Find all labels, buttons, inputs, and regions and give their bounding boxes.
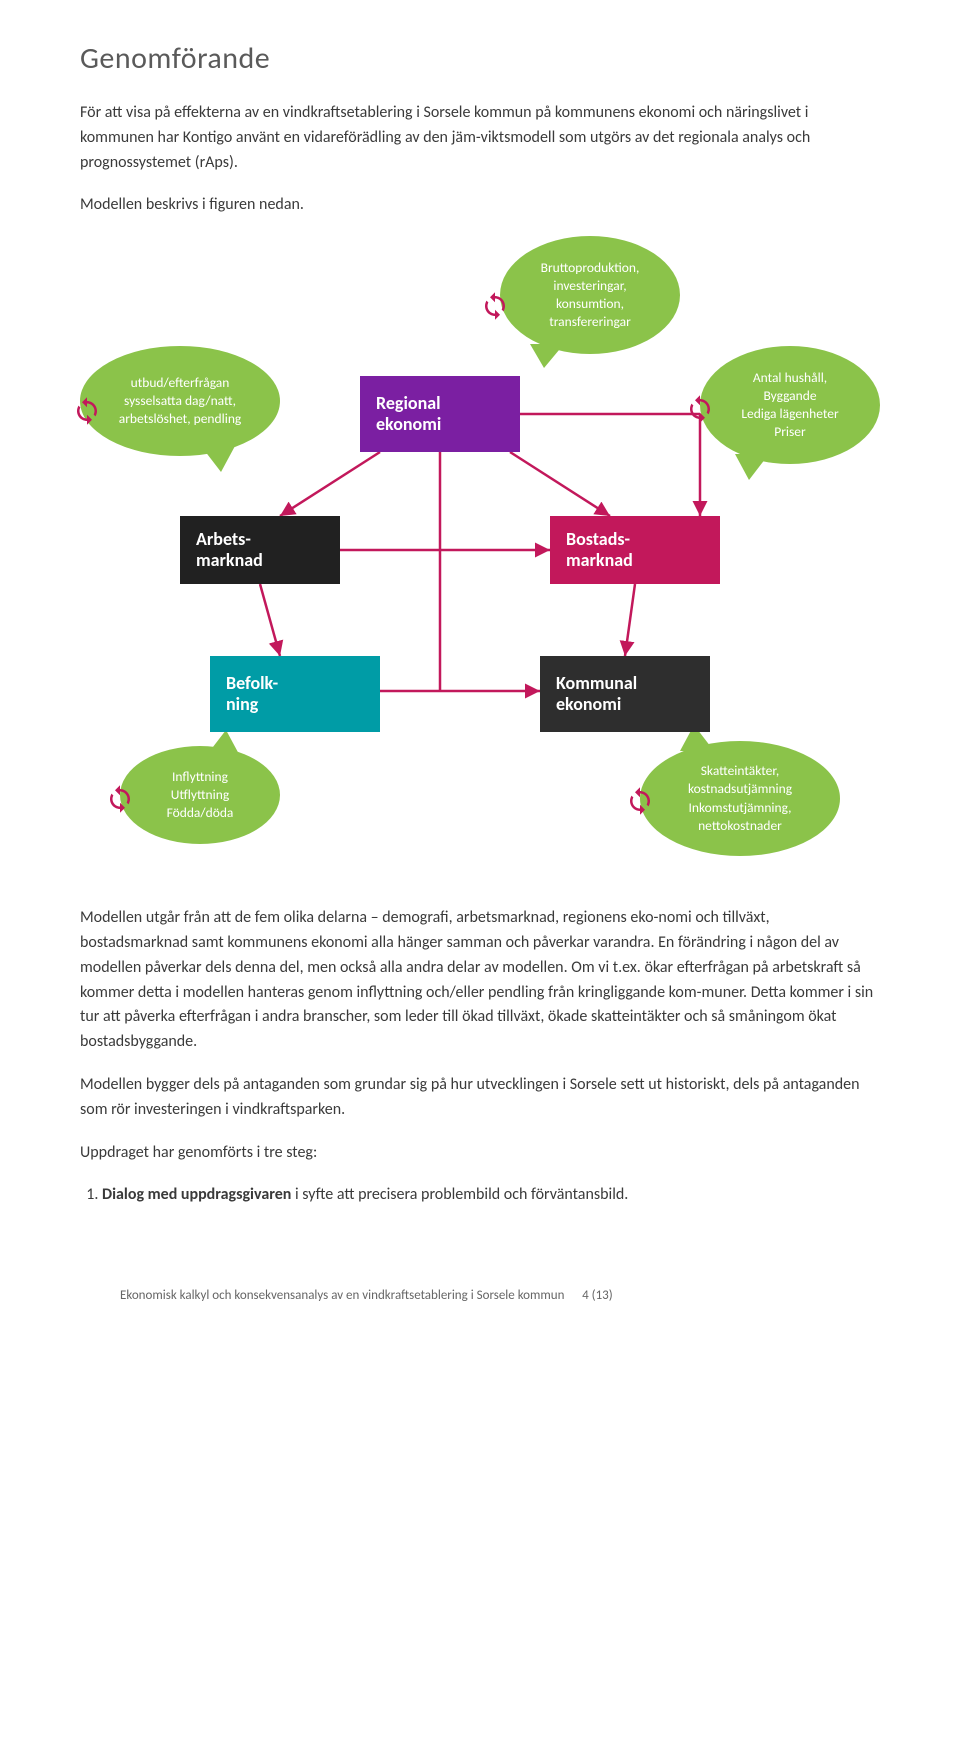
bubble-text: utbud/efterfrågan sysselsatta dag/natt, … <box>119 374 242 429</box>
cycle-icon <box>105 784 135 814</box>
bubble-text: Bruttoproduktion, investeringar, konsumt… <box>541 259 640 332</box>
box-kommunal-ekonomi: Kommunal ekonomi <box>540 656 710 732</box>
box-label: Regional ekonomi <box>376 393 441 436</box>
footer-text: Ekonomisk kalkyl och konsekvensanalys av… <box>120 1288 564 1303</box>
footer-page-number: 4 (13) <box>582 1288 613 1303</box>
page-footer: Ekonomisk kalkyl och konsekvensanalys av… <box>80 1288 880 1303</box>
model-diagram: Bruttoproduktion, investeringar, konsumt… <box>80 236 880 876</box>
cycle-icon <box>625 786 655 816</box>
bubble-bruttoproduktion: Bruttoproduktion, investeringar, konsumt… <box>500 236 680 354</box>
body-paragraph-3: Modellen utgår från att de fem olika del… <box>80 906 880 1055</box>
cycle-icon <box>72 396 102 426</box>
bubble-inflyttning: Inflyttning Utflyttning Födda/döda <box>120 746 280 844</box>
intro-paragraph-2: Modellen beskrivs i figuren nedan. <box>80 193 880 218</box>
box-label: Befolk- ning <box>226 673 278 716</box>
bubble-text: Antal hushåll, Byggande Lediga lägenhete… <box>741 369 838 442</box>
step-1-rest: i syfte att precisera problembild och fö… <box>291 1185 628 1204</box>
box-arbetsmarknad: Arbets- marknad <box>180 516 340 584</box>
cycle-icon <box>480 291 510 321</box>
box-bostadsmarknad: Bostads- marknad <box>550 516 720 584</box>
bubble-utbud: utbud/efterfrågan sysselsatta dag/natt, … <box>80 346 280 456</box>
body-paragraph-4: Modellen bygger dels på antaganden som g… <box>80 1073 880 1123</box>
body-paragraph-5: Uppdraget har genomförts i tre steg: <box>80 1141 880 1166</box>
bubble-skatteintakter: Skatteintäkter, kostnadsutjämning Inkoms… <box>640 741 840 856</box>
box-befolkning: Befolk- ning <box>210 656 380 732</box>
step-1: Dialog med uppdragsgivaren i syfte att p… <box>102 1183 880 1208</box>
box-label: Arbets- marknad <box>196 529 263 572</box>
box-label: Kommunal ekonomi <box>556 673 637 716</box>
intro-paragraph-1: För att visa på effekterna av en vindkra… <box>80 101 880 175</box>
steps-list: Dialog med uppdragsgivaren i syfte att p… <box>80 1183 880 1208</box>
box-regional-ekonomi: Regional ekonomi <box>360 376 520 452</box>
cycle-icon <box>685 394 715 424</box>
bubble-antal-hushall: Antal hushåll, Byggande Lediga lägenhete… <box>700 346 880 464</box>
box-label: Bostads- marknad <box>566 529 633 572</box>
bubble-text: Inflyttning Utflyttning Födda/döda <box>167 768 234 823</box>
bubble-text: Skatteintäkter, kostnadsutjämning Inkoms… <box>688 762 792 835</box>
page-title: Genomförande <box>80 40 880 77</box>
step-1-bold: Dialog med uppdragsgivaren <box>102 1185 291 1204</box>
